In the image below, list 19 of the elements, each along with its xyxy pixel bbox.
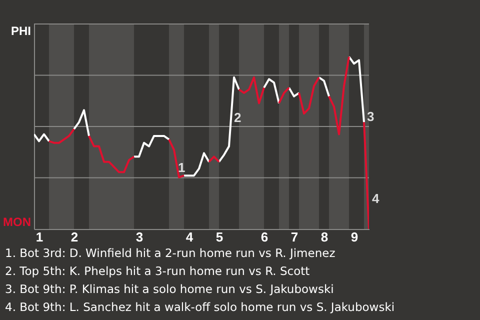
text: 4. Bot 9th: L. Sanchez hit a walk-off solo home run vs S. Jakubowski (5, 300, 395, 314)
annotation: 1 (178, 160, 186, 175)
text: PHI (10, 24, 31, 38)
x-tick-label: 7 (290, 230, 298, 244)
x-tick-label: 5 (216, 230, 224, 244)
x-tick-label: 2 (70, 230, 78, 244)
text: MON (3, 215, 31, 229)
text: 2. Top 5th: K. Phelps hit a 3-run home run vs R. Scott (5, 264, 310, 278)
x-tick-label: 9 (350, 230, 358, 244)
annotation: 3 (367, 109, 374, 124)
x-tick-label: 6 (260, 230, 268, 244)
text: 4 (372, 191, 380, 206)
x-tick-label: 8 (320, 230, 328, 244)
annotation: 2 (234, 110, 242, 125)
text: 1. Bot 3rd: D. Winfield hit a 2-run home run vs R. Jimenez (5, 246, 336, 260)
x-tick-label: 3 (136, 230, 144, 244)
x-tick-label: 1 (36, 230, 44, 244)
x-tick-label: 4 (186, 230, 194, 244)
text: 3. Bot 9th: P. Klimas hit a solo home run vs S. Jakubowski (5, 282, 334, 296)
